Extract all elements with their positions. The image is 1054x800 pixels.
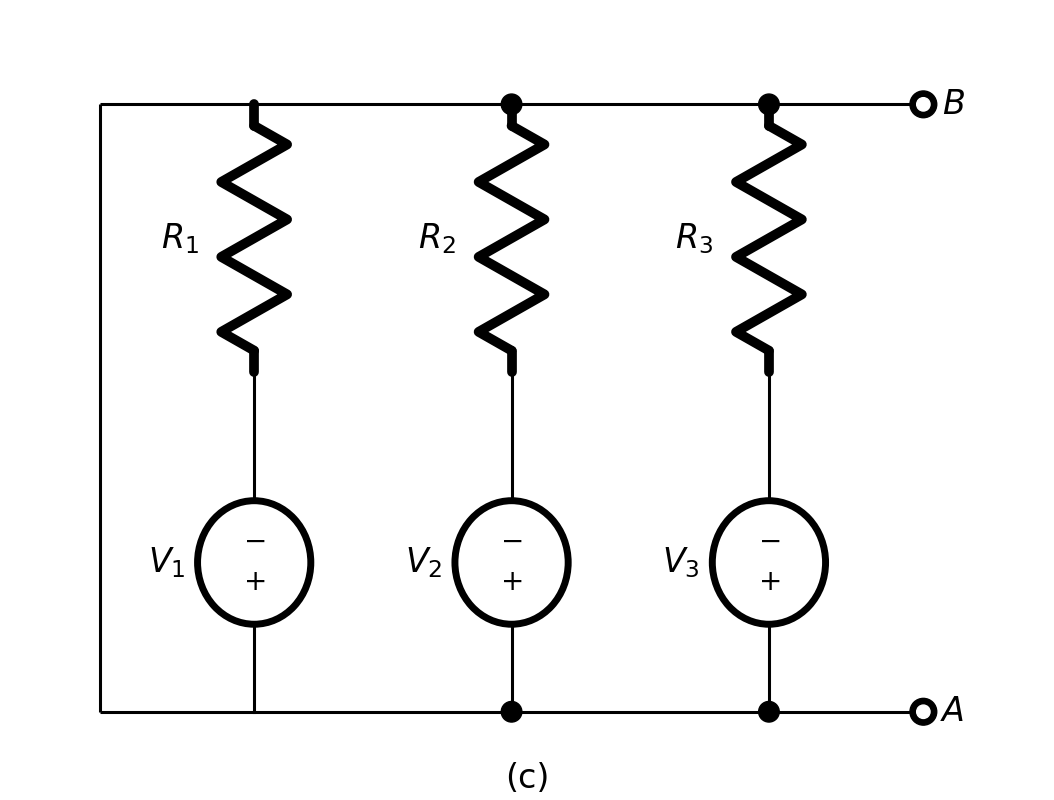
Text: $+$: $+$ <box>758 568 780 596</box>
Circle shape <box>502 94 522 114</box>
Circle shape <box>759 702 779 722</box>
Text: $V_3$: $V_3$ <box>662 545 700 580</box>
Text: $-$: $-$ <box>501 527 523 555</box>
Circle shape <box>910 91 937 118</box>
Text: $+$: $+$ <box>501 568 523 596</box>
Text: $V_2$: $V_2$ <box>405 545 443 580</box>
Circle shape <box>502 702 522 722</box>
Text: $V_1$: $V_1$ <box>148 545 186 580</box>
Circle shape <box>917 98 930 111</box>
Circle shape <box>917 705 930 718</box>
Text: (c): (c) <box>505 762 549 795</box>
Text: A: A <box>942 695 964 728</box>
Circle shape <box>910 698 937 725</box>
Text: $-$: $-$ <box>243 527 266 555</box>
Text: $R_3$: $R_3$ <box>676 221 714 255</box>
Text: $R_2$: $R_2$ <box>418 221 456 255</box>
Text: B: B <box>942 88 964 121</box>
Circle shape <box>759 94 779 114</box>
Text: $+$: $+$ <box>243 568 266 596</box>
Text: $-$: $-$ <box>758 527 780 555</box>
Text: $R_1$: $R_1$ <box>160 221 198 255</box>
